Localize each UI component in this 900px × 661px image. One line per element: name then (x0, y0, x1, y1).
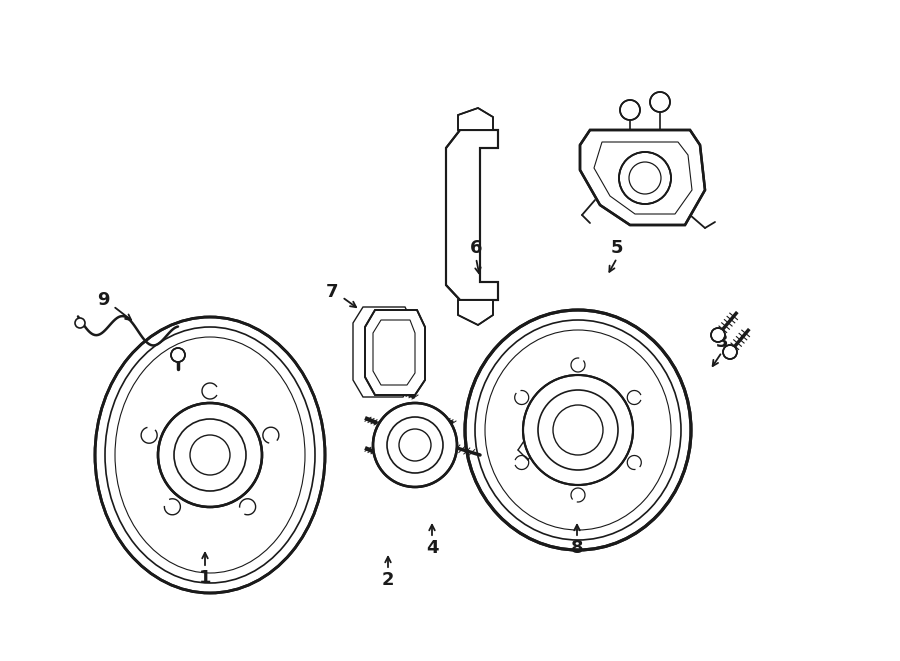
Text: 9: 9 (97, 291, 109, 309)
Polygon shape (458, 300, 493, 325)
Ellipse shape (373, 403, 457, 487)
Ellipse shape (95, 317, 325, 593)
Ellipse shape (465, 310, 691, 550)
Polygon shape (458, 108, 493, 130)
Text: 2: 2 (382, 571, 394, 589)
Polygon shape (580, 130, 705, 225)
Circle shape (723, 345, 737, 359)
Ellipse shape (158, 403, 262, 507)
Circle shape (75, 318, 85, 328)
Text: 1: 1 (199, 569, 212, 587)
Circle shape (711, 328, 725, 342)
Text: 4: 4 (426, 539, 438, 557)
Ellipse shape (523, 375, 633, 485)
Text: 3: 3 (716, 333, 728, 351)
Polygon shape (365, 310, 425, 395)
Text: 6: 6 (470, 239, 482, 257)
Polygon shape (446, 130, 498, 300)
Text: 5: 5 (611, 239, 623, 257)
Circle shape (171, 348, 185, 362)
Circle shape (619, 152, 671, 204)
Circle shape (620, 100, 640, 120)
Circle shape (650, 92, 670, 112)
Text: 7: 7 (326, 283, 338, 301)
Text: 8: 8 (571, 539, 583, 557)
